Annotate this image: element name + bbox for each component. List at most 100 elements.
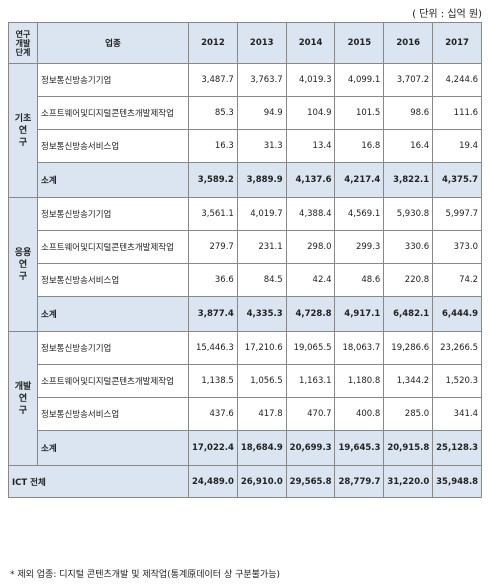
value-cell: 298.0 bbox=[285, 230, 336, 264]
value-cell: 330.6 bbox=[383, 230, 434, 264]
value-cell: 1,163.1 bbox=[285, 364, 336, 398]
header-year: 2017 bbox=[432, 22, 482, 64]
value-cell: 3,763.7 bbox=[236, 63, 287, 97]
industry-cell: 정보통신방송기기업 bbox=[37, 63, 189, 97]
table-row: 응용연 구 정보통신방송기기업 3,561.1 4,019.7 4,388.4 4,569… bbox=[8, 197, 482, 332]
value-cell: 31.3 bbox=[236, 129, 287, 163]
stage-cell: 기초연 구 bbox=[8, 63, 38, 198]
value-cell: 3,707.2 bbox=[383, 63, 434, 97]
value-cell: 4,099.1 bbox=[334, 63, 385, 97]
header-category: 연구 개발 단계 bbox=[8, 22, 38, 64]
subtotal-cell: 4,335.3 bbox=[236, 296, 287, 332]
subtotal-cell: 3,589.2 bbox=[188, 162, 238, 198]
total-cell: 31,220.0 bbox=[383, 465, 434, 498]
value-cell: 18,063.7 bbox=[334, 331, 385, 365]
value-cell: 3,561.1 bbox=[188, 197, 238, 231]
total-row: ICT 전체 24,489.0 26,910.0 29,565.8 28,779.7 31… bbox=[8, 465, 482, 498]
subtotal-cell: 19,645.3 bbox=[334, 430, 385, 466]
table-row: 정보통신방송서비스업 437.6 417.8 470.7 400.8 285.0 341.4 bbox=[9, 397, 482, 431]
value-cell: 23,266.5 bbox=[432, 331, 482, 365]
value-cell: 19,065.5 bbox=[285, 331, 336, 365]
header-year: 2015 bbox=[334, 22, 385, 64]
table-row: 소프트웨어및디지털콘텐츠개발제작업 1,138.5 1,056.5 1,163.1 1,… bbox=[9, 364, 482, 398]
value-cell: 74.2 bbox=[432, 263, 482, 297]
industry-cell: 소프트웨어및디지털콘텐츠개발제작업 bbox=[37, 364, 189, 398]
subtotal-cell: 6,482.1 bbox=[383, 296, 434, 332]
industry-cell: 정보통신방송기기업 bbox=[37, 197, 189, 231]
table-row: 기초연 구 정보통신방송기기업 3,487.7 3,763.7 4,019.3 4,099… bbox=[8, 63, 482, 198]
value-cell: 1,180.8 bbox=[334, 364, 385, 398]
subtotal-cell: 17,022.4 bbox=[188, 430, 238, 466]
value-cell: 220.8 bbox=[383, 263, 434, 297]
value-cell: 341.4 bbox=[432, 397, 482, 431]
value-cell: 85.3 bbox=[188, 96, 238, 130]
value-cell: 5,930.8 bbox=[383, 197, 434, 231]
subtotal-label: 소계 bbox=[37, 296, 189, 332]
value-cell: 1,344.2 bbox=[383, 364, 434, 398]
stage-cell: 개발연 구 bbox=[8, 331, 38, 466]
rnd-table: 연구 개발 단계 업종 2012 2013 2014 2015 2016 201… bbox=[8, 22, 482, 498]
subtotal-cell: 4,728.8 bbox=[285, 296, 336, 332]
header-row: 연구 개발 단계 업종 2012 2013 2014 2015 2016 201… bbox=[8, 22, 482, 64]
value-cell: 4,388.4 bbox=[285, 197, 336, 231]
value-cell: 299.3 bbox=[334, 230, 385, 264]
table-row: 개발연 구 정보통신방송기기업 15,446.3 17,210.6 19,065.5 18… bbox=[8, 331, 482, 466]
subtotal-row: 소계 3,877.4 4,335.3 4,728.8 4,917.1 6,482.1 6,4… bbox=[9, 296, 482, 332]
industry-cell: 정보통신방송기기업 bbox=[37, 331, 189, 365]
value-cell: 470.7 bbox=[285, 397, 336, 431]
value-cell: 94.9 bbox=[236, 96, 287, 130]
value-cell: 101.5 bbox=[334, 96, 385, 130]
subtotal-cell: 4,217.4 bbox=[334, 162, 385, 198]
value-cell: 111.6 bbox=[432, 96, 482, 130]
value-cell: 1,520.3 bbox=[432, 364, 482, 398]
footnote: * 제외 업종: 디지털 콘텐츠개발 및 제작업(통계原데이터 상 구분불가능) bbox=[10, 570, 281, 580]
industry-cell: 소프트웨어및디지털콘텐츠개발제작업 bbox=[37, 230, 189, 264]
subtotal-label: 소계 bbox=[37, 162, 189, 198]
header-industry: 업종 bbox=[37, 22, 189, 64]
value-cell: 16.8 bbox=[334, 129, 385, 163]
subtotal-label: 소계 bbox=[37, 430, 189, 466]
subtotal-cell: 4,375.7 bbox=[432, 162, 482, 198]
value-cell: 4,244.6 bbox=[432, 63, 482, 97]
table-row: 정보통신방송서비스업 16.3 31.3 13.4 16.8 16.4 19.4 bbox=[9, 129, 482, 163]
value-cell: 16.4 bbox=[383, 129, 434, 163]
industry-cell: 정보통신방송서비스업 bbox=[37, 397, 189, 431]
value-cell: 279.7 bbox=[188, 230, 238, 264]
value-cell: 42.4 bbox=[285, 263, 336, 297]
value-cell: 1,138.5 bbox=[188, 364, 238, 398]
value-cell: 16.3 bbox=[188, 129, 238, 163]
value-cell: 4,019.3 bbox=[285, 63, 336, 97]
subtotal-cell: 6,444.9 bbox=[432, 296, 482, 332]
total-cell: 26,910.0 bbox=[236, 465, 287, 498]
subtotal-cell: 4,137.6 bbox=[285, 162, 336, 198]
subtotal-row: 소계 3,589.2 3,889.9 4,137.6 4,217.4 3,822.1 4,3… bbox=[9, 162, 482, 198]
subtotal-cell: 3,822.1 bbox=[383, 162, 434, 198]
industry-cell: 정보통신방송서비스업 bbox=[37, 263, 189, 297]
header-year: 2014 bbox=[285, 22, 336, 64]
subtotal-cell: 4,917.1 bbox=[334, 296, 385, 332]
value-cell: 84.5 bbox=[236, 263, 287, 297]
table-row: 소프트웨어및디지털콘텐츠개발제작업 279.7 231.1 298.0 299.3 330… bbox=[9, 230, 482, 264]
total-cell: 24,489.0 bbox=[188, 465, 238, 498]
stage-cell: 응용연 구 bbox=[8, 197, 38, 332]
header-year: 2012 bbox=[188, 22, 238, 64]
total-cell: 35,948.8 bbox=[432, 465, 482, 498]
total-cell: 29,565.8 bbox=[285, 465, 336, 498]
value-cell: 104.9 bbox=[285, 96, 336, 130]
subtotal-cell: 20,699.3 bbox=[285, 430, 336, 466]
subtotal-cell: 25,128.3 bbox=[432, 430, 482, 466]
value-cell: 5,997.7 bbox=[432, 197, 482, 231]
total-cell: 28,779.7 bbox=[334, 465, 385, 498]
value-cell: 417.8 bbox=[236, 397, 287, 431]
table-row: 정보통신방송서비스업 36.6 84.5 42.4 48.6 220.8 74.2 bbox=[9, 263, 482, 297]
subtotal-cell: 3,889.9 bbox=[236, 162, 287, 198]
value-cell: 1,056.5 bbox=[236, 364, 287, 398]
subtotal-row: 소계 17,022.4 18,684.9 20,699.3 19,645.3 20,915… bbox=[9, 430, 482, 466]
table-row: 소프트웨어및디지털콘텐츠개발제작업 85.3 94.9 104.9 101.5 98.6 1… bbox=[9, 96, 482, 130]
value-cell: 4,569.1 bbox=[334, 197, 385, 231]
value-cell: 285.0 bbox=[383, 397, 434, 431]
value-cell: 19.4 bbox=[432, 129, 482, 163]
value-cell: 36.6 bbox=[188, 263, 238, 297]
value-cell: 231.1 bbox=[236, 230, 287, 264]
unit-label: ( 단위 : 십억 원) bbox=[412, 9, 482, 20]
